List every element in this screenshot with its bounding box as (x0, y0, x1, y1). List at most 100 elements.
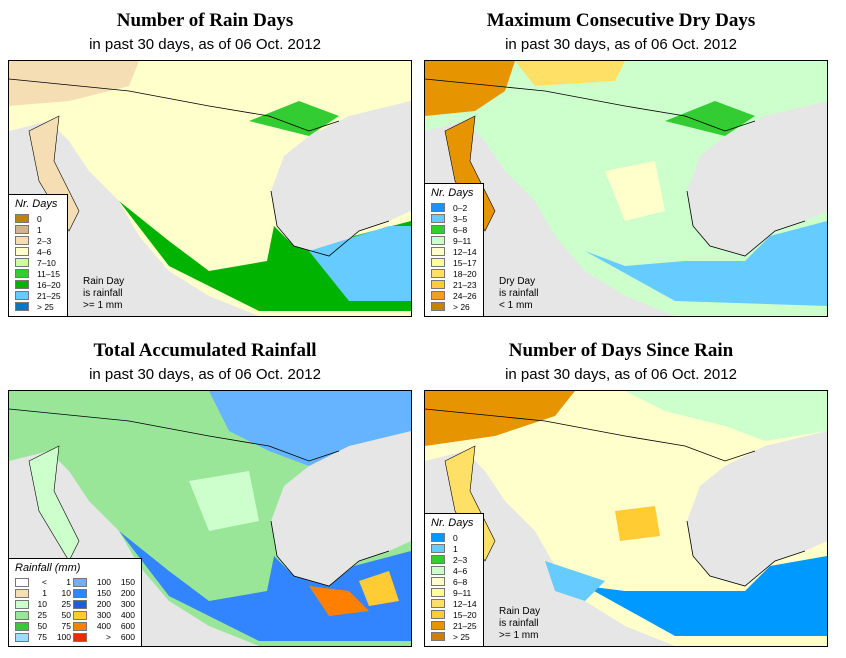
panel-subtitle: in past 30 days, as of 06 Oct. 2012 (505, 36, 737, 53)
legend-hi: 100 (56, 632, 71, 642)
legend-lo: 75 (37, 632, 47, 642)
legend-swatch (73, 632, 87, 642)
legend-item: 16–20 (15, 279, 61, 290)
legend-item: 3–5 (431, 213, 477, 224)
legend-label: 3–5 (453, 213, 468, 224)
legend-label: 24–26 (453, 290, 477, 301)
legend-lo: < (42, 577, 47, 587)
legend-label: 9–11 (453, 235, 472, 246)
legend-swatch (15, 214, 29, 223)
legend-label: 1 (453, 543, 458, 554)
legend-swatch (15, 225, 29, 234)
panel-title: Maximum Consecutive Dry Days (486, 10, 756, 31)
legend-item: 9–11 (431, 587, 477, 598)
legend-swatch (15, 291, 29, 300)
legend-label: 15–17 (453, 257, 477, 268)
legend-title: Rainfall (mm) (15, 562, 81, 574)
legend-swatch (431, 247, 445, 256)
legend-item: 15–20 (431, 609, 477, 620)
map-graphic (9, 61, 411, 316)
legend-label: 1 (37, 224, 42, 235)
legend-swatch (431, 555, 445, 564)
legend-title: Nr. Days (431, 517, 474, 529)
legend-item: 9–11 (431, 235, 477, 246)
panel-subtitle: in past 30 days, as of 06 Oct. 2012 (505, 366, 737, 383)
legend-label: 21–25 (37, 290, 61, 301)
panel-total-rainfall: Total Accumulated Rainfall in past 30 da… (0, 330, 412, 650)
legend-label: 0 (37, 213, 42, 224)
legend-swatch (73, 621, 87, 631)
legend-dry-days: Nr. Days 0–2 3–5 6–8 9–11 12–14 15–17 18… (425, 183, 484, 316)
legend-swatch (431, 225, 445, 234)
panel-title: Total Accumulated Rainfall (93, 340, 317, 361)
panel-subtitle: in past 30 days, as of 06 Oct. 2012 (89, 36, 321, 53)
legend-swatch (431, 533, 445, 542)
legend-swatch (15, 599, 29, 609)
legend-item: 21–25 (431, 620, 477, 631)
legend-item: 4–6 (15, 246, 61, 257)
legend-swatch (431, 577, 445, 586)
panel-title: Number of Days Since Rain (508, 340, 734, 361)
legend-label: 0–2 (453, 202, 468, 213)
legend-label: 7–10 (37, 257, 56, 268)
legend-item: 1 (431, 543, 477, 554)
legend-hi: 150 (120, 577, 135, 587)
legend-swatch (431, 280, 445, 289)
legend-note: Rain Day is rainfall >= 1 mm (83, 276, 125, 311)
legend-item: 7–10 (15, 257, 61, 268)
legend-swatch (73, 577, 87, 587)
legend-label: 4–6 (37, 246, 52, 257)
legend-item: 2–3 (15, 235, 61, 246)
legend-swatch (15, 247, 29, 256)
legend-label: 0 (453, 532, 458, 543)
legend-swatch (73, 610, 87, 620)
legend-note: Rain Day is rainfall >= 1 mm (499, 606, 541, 641)
legend-label: 11–15 (37, 268, 61, 279)
legend-hi: 25 (61, 599, 71, 609)
legend-days-since-rain: Nr. Days 0 1 2–3 4–6 6–8 9–11 12–14 15–2… (425, 513, 484, 646)
legend-swatch (15, 577, 29, 587)
legend-label: 18–20 (453, 268, 477, 279)
legend-swatch (15, 621, 29, 631)
legend-item: 0–2 (431, 202, 477, 213)
legend-item: 6–8 (431, 576, 477, 587)
legend-item: > 25 (431, 631, 477, 642)
legend-label: 12–14 (453, 598, 477, 609)
legend-label: 12–14 (453, 246, 477, 257)
legend-label: 21–23 (453, 279, 477, 290)
legend-swatch (15, 236, 29, 245)
legend-hi: 200 (120, 588, 135, 598)
legend-item: 2–3 (431, 554, 477, 565)
panel-rain-days: Number of Rain Days in past 30 days, as … (0, 0, 412, 320)
legend-lo: > (106, 632, 111, 642)
map-graphic (425, 391, 827, 646)
legend-item: 11–15 (15, 268, 61, 279)
legend-lo: 25 (37, 610, 47, 620)
map-days-since-rain: Nr. Days 0 1 2–3 4–6 6–8 9–11 12–14 15–2… (424, 390, 828, 647)
legend-label: 6–8 (453, 576, 468, 587)
legend-item: 6–8 (431, 224, 477, 235)
legend-label: > 25 (453, 631, 470, 642)
legend-swatch (431, 302, 445, 311)
map-total-rainfall: Rainfall (mm) <1 100 150 1 10 150 200 10 25 … (8, 390, 412, 647)
legend-swatch (431, 599, 445, 608)
legend-lo: 150 (96, 588, 111, 598)
legend-item: 12–14 (431, 598, 477, 609)
legend-swatch (431, 269, 445, 278)
legend-item: 12–14 (431, 246, 477, 257)
map-rain-days: Nr. Days 0 1 2–3 4–6 7–10 11–15 16–20 21… (8, 60, 412, 317)
legend-item: > 26 (431, 301, 477, 312)
legend-item: 21–23 (431, 279, 477, 290)
legend-label: 6–8 (453, 224, 468, 235)
legend-swatch (431, 632, 445, 641)
panel-subtitle: in past 30 days, as of 06 Oct. 2012 (89, 366, 321, 383)
legend-note: Dry Day is rainfall < 1 mm (499, 276, 539, 311)
legend-swatch (15, 280, 29, 289)
legend-label: 9–11 (453, 587, 472, 598)
legend-swatch (431, 203, 445, 212)
legend-swatch (431, 544, 445, 553)
legend-swatch (431, 621, 445, 630)
legend-lo: 50 (37, 621, 47, 631)
legend-item: 0 (15, 213, 61, 224)
panel-title: Number of Rain Days (116, 10, 294, 31)
